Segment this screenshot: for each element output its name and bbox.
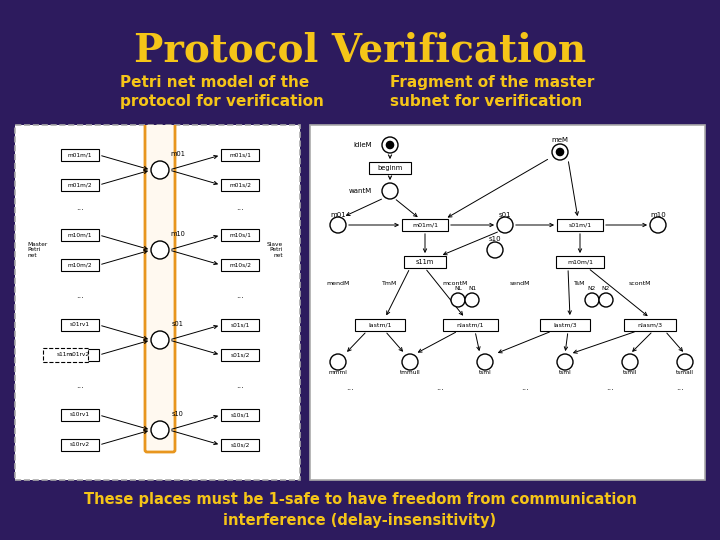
Text: Petri net model of the
protocol for verification: Petri net model of the protocol for veri… xyxy=(120,75,324,110)
FancyBboxPatch shape xyxy=(310,125,705,480)
Text: These places must be 1-safe to have freedom from communication
interference (del: These places must be 1-safe to have free… xyxy=(84,492,636,528)
Text: Protocol Verification: Protocol Verification xyxy=(134,31,586,69)
Text: Fragment of the master
subnet for verification: Fragment of the master subnet for verifi… xyxy=(390,75,595,110)
FancyBboxPatch shape xyxy=(15,125,300,480)
